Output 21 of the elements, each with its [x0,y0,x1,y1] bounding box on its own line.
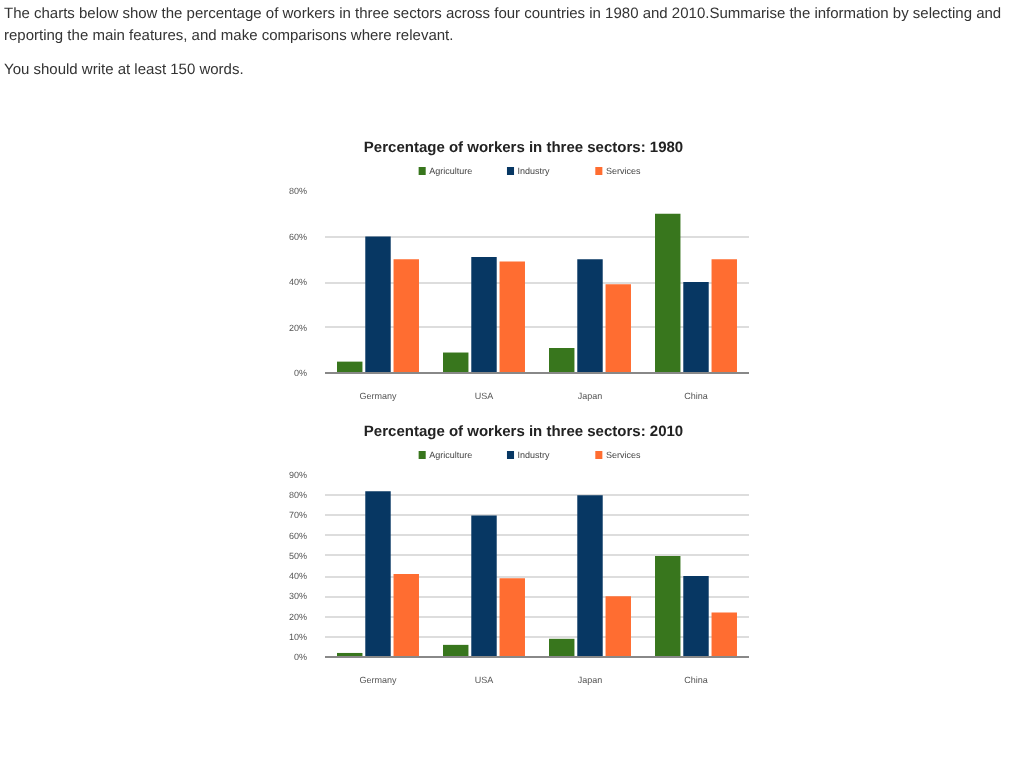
bar [365,491,391,657]
bar [605,284,631,373]
bar [499,261,525,373]
bar [499,578,525,657]
bar [549,638,575,657]
bar [471,256,497,373]
bar [683,282,709,373]
bar [365,236,391,373]
bar [471,515,497,657]
bar [443,352,469,373]
bar [549,347,575,373]
bar [711,259,737,373]
bar [393,259,419,373]
bar [683,576,709,657]
bar [605,596,631,657]
bar [655,213,681,373]
bar [711,612,737,657]
bar [577,259,603,373]
bar [577,495,603,657]
bar [655,555,681,657]
bar [393,574,419,657]
